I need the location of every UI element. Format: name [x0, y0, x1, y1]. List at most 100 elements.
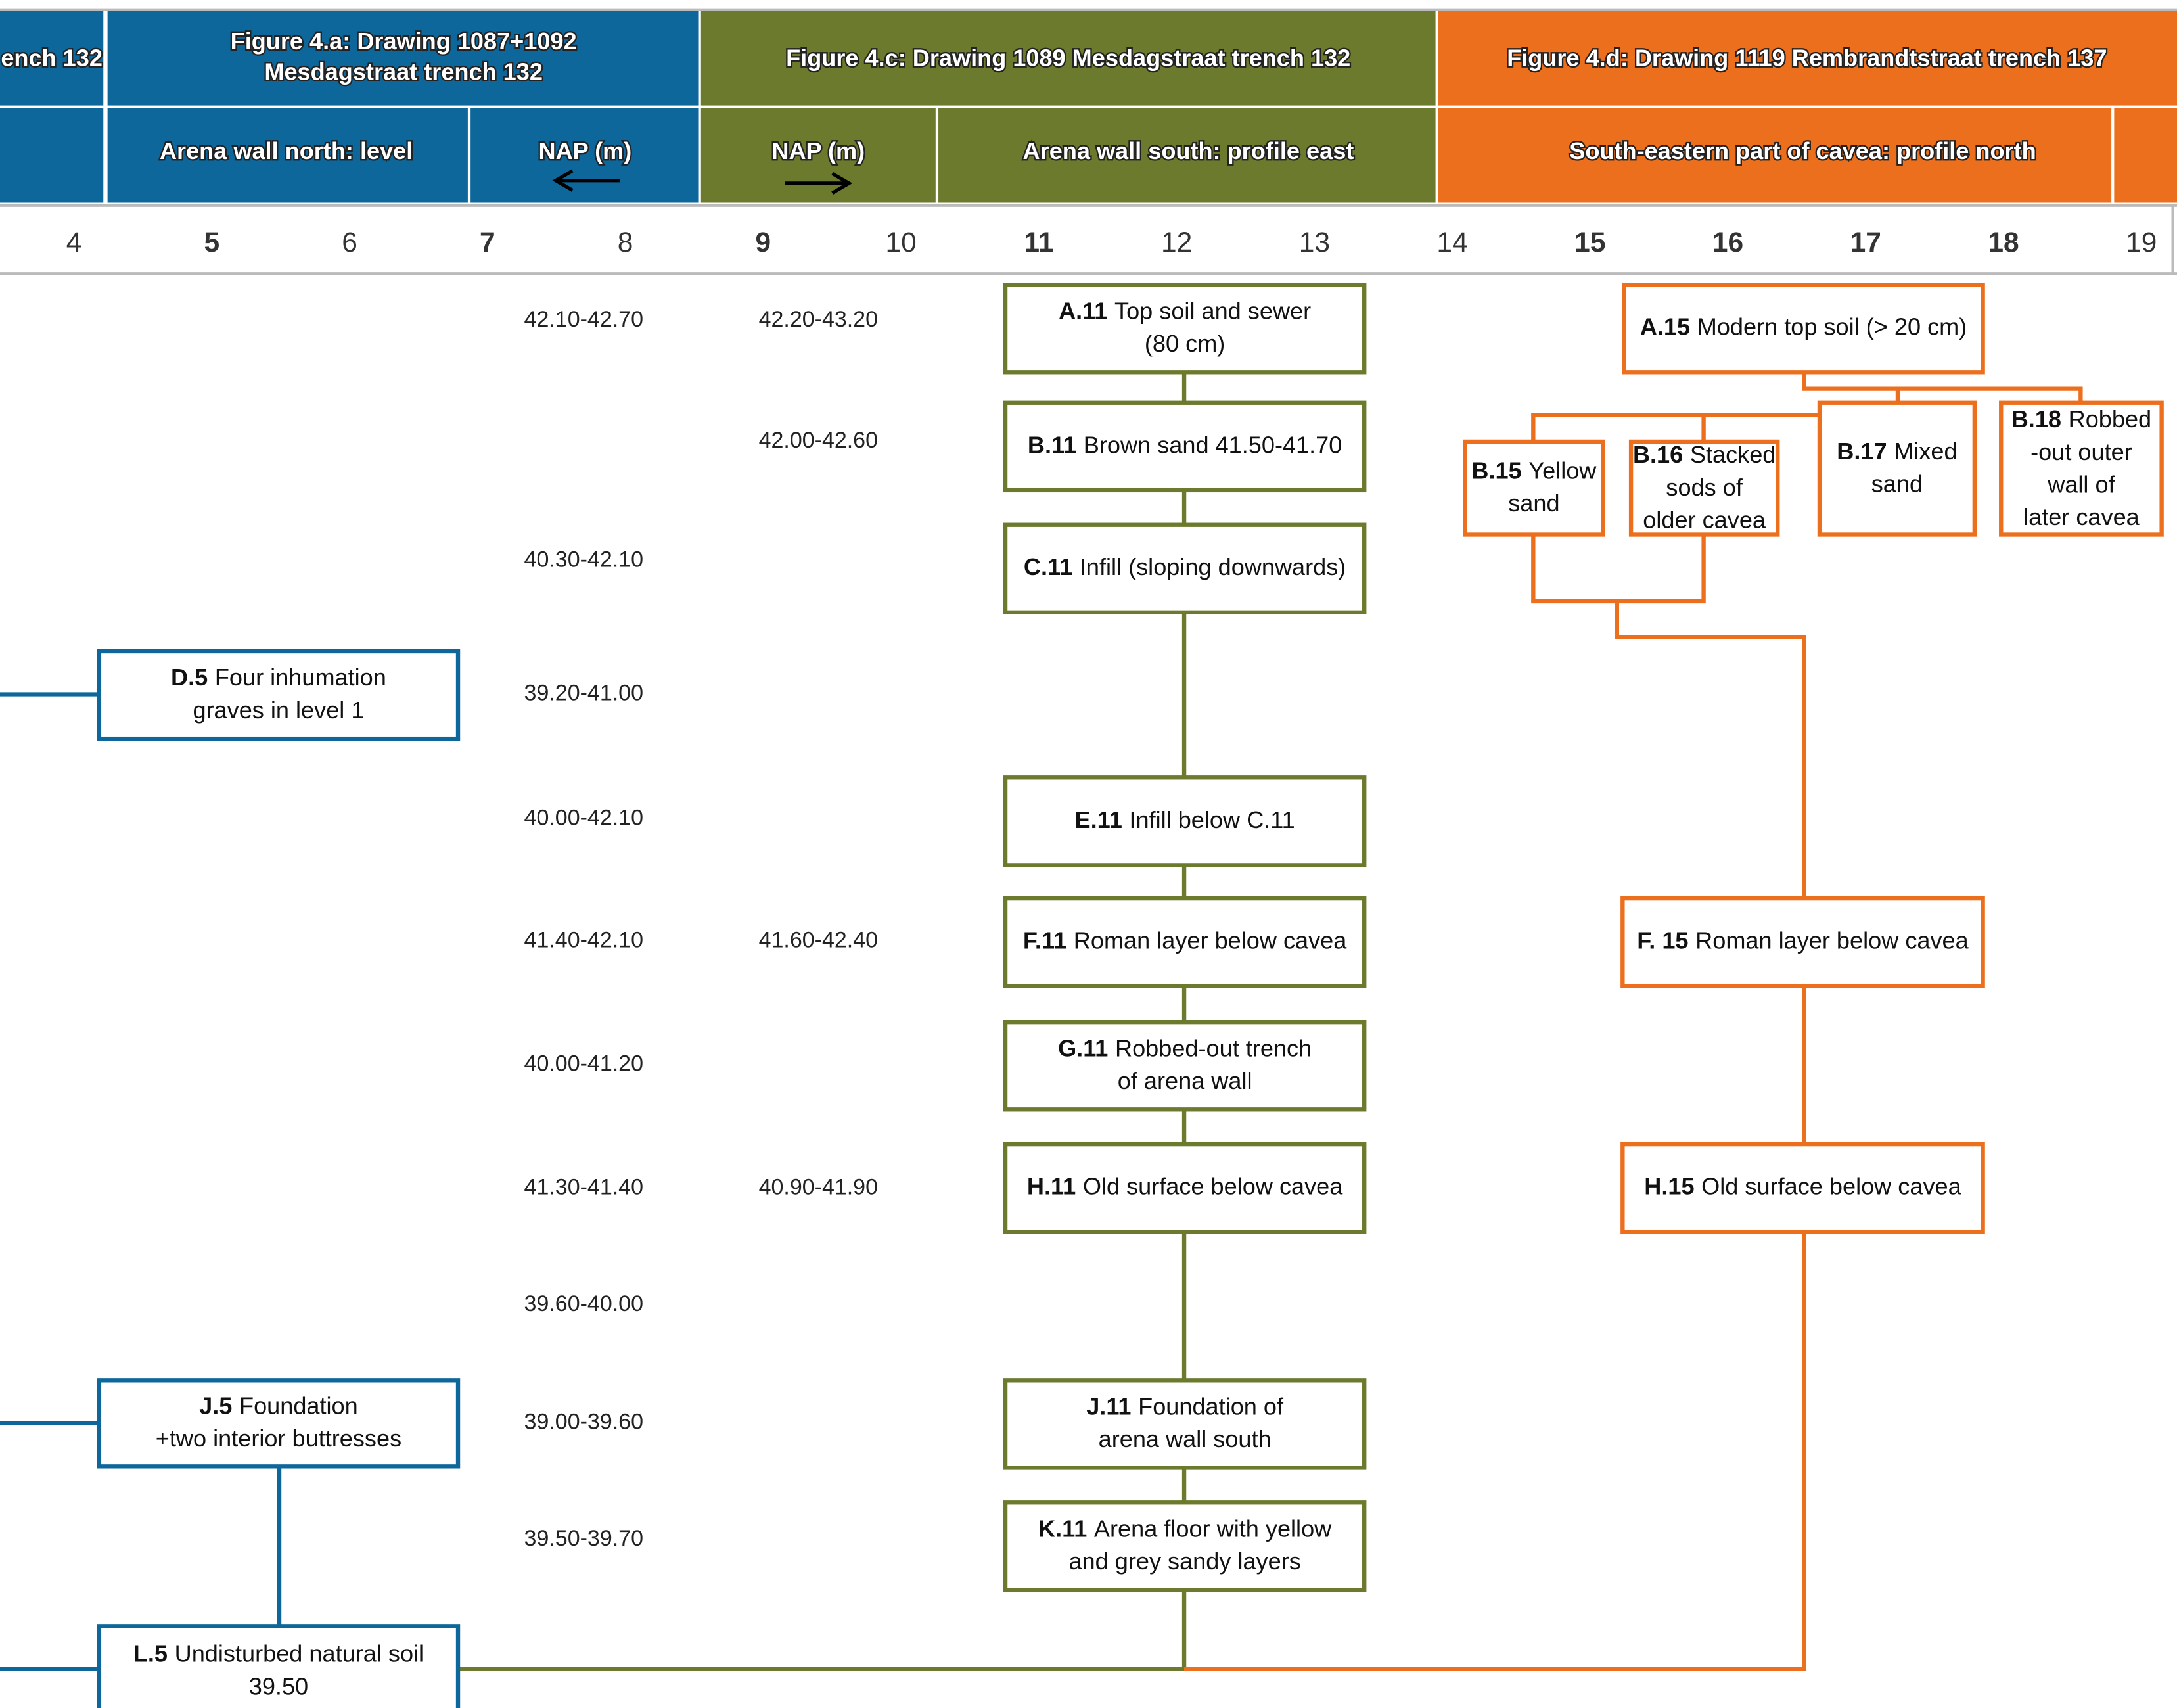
- node-box: [1003, 1142, 1367, 1234]
- node-label: (80 cm): [1145, 330, 1225, 357]
- node-box: [1003, 1020, 1367, 1112]
- node: B.11 Brown sand 41.50-41.70: [1003, 400, 1367, 493]
- column-number: 10: [885, 227, 916, 258]
- column-number: 17: [1850, 227, 1881, 258]
- node: L.5 Undisturbed natural soil 39.50: [97, 1624, 461, 1708]
- node-label: A.11 Top soil and sewer: [1059, 297, 1311, 324]
- column-number: 18: [1988, 227, 2019, 258]
- node-label: L.5 Undisturbed natural soil: [133, 1640, 424, 1667]
- nap-range: 41.30-41.40: [524, 1175, 643, 1200]
- node-box: [1003, 400, 1367, 493]
- node-label: graves in level 1: [193, 696, 364, 723]
- node-label: -out outer: [2030, 438, 2132, 465]
- node-label: H.11 Old surface below cavea: [1027, 1172, 1343, 1199]
- nap-range: 41.40-42.10: [524, 928, 643, 953]
- node: E.11 Infill below C.11: [1003, 775, 1367, 867]
- nap-range: 42.10-42.70: [524, 307, 643, 332]
- nap-range: 39.00-39.60: [524, 1410, 643, 1435]
- node: B.15 Yellow sand: [1463, 439, 1605, 537]
- node-label: of arena wall: [1118, 1067, 1252, 1094]
- node-label: F. 15 Roman layer below cavea: [1637, 927, 1969, 954]
- node-text: (80 cm): [1145, 330, 1225, 357]
- node-label: F.11 Roman layer below cavea: [1023, 927, 1347, 954]
- node-code: L.5: [133, 1640, 168, 1667]
- node-code: F.11: [1023, 927, 1066, 954]
- node: F. 15 Roman layer below cavea: [1620, 896, 1985, 988]
- node-text: Mixed: [1894, 437, 1957, 464]
- node-label: wall of: [2047, 471, 2115, 497]
- node-box: [97, 1624, 461, 1708]
- node-text: arena wall south: [1099, 1425, 1272, 1452]
- node-text: Roman layer below cavea: [1695, 927, 1969, 954]
- node-box: [1003, 896, 1367, 988]
- node-text: sand: [1508, 490, 1559, 517]
- header-title: Figure 4.a: Drawing 1087+1092: [231, 28, 577, 55]
- node-text: Old surface below cavea: [1701, 1172, 1961, 1199]
- node-text: Roman layer below cavea: [1074, 927, 1348, 954]
- node-label: later cavea: [2023, 503, 2140, 530]
- header-subtitle: Arena wall north: level: [160, 137, 413, 164]
- node-text: Four inhumation: [215, 664, 386, 691]
- node-label: older cavea: [1643, 506, 1766, 533]
- node: H.15 Old surface below cavea: [1620, 1142, 1985, 1234]
- node-code: H.11: [1027, 1172, 1076, 1199]
- node-label: J.11 Foundation of: [1086, 1393, 1284, 1419]
- node-code: B.18: [2011, 405, 2061, 432]
- texts: ench 132 Figure 4.a: Drawing 1087+1092 Mes…: [0, 26, 2164, 1708]
- node-label: A.15 Modern top soil (> 20 cm): [1640, 313, 1967, 340]
- header-bands: [0, 8, 2177, 275]
- node-label: B.11 Brown sand 41.50-41.70: [1028, 431, 1342, 458]
- header-title: Mesdagstraat trench 132: [264, 58, 543, 85]
- node-text: Foundation of: [1138, 1393, 1284, 1419]
- node-code: J.11: [1086, 1393, 1131, 1419]
- node-label: E.11 Infill below C.11: [1075, 806, 1295, 833]
- header-subtitle: Arena wall south: profile east: [1023, 137, 1354, 164]
- nap-range: 39.60-40.00: [524, 1291, 643, 1316]
- node-text: Foundation: [239, 1392, 358, 1419]
- column-number: 7: [480, 227, 495, 258]
- column-number: 6: [342, 227, 357, 258]
- column-number: 19: [2126, 227, 2157, 258]
- node: A.11 Top soil and sewer (80 cm): [1003, 282, 1367, 375]
- nap-range: 40.00-42.10: [524, 806, 643, 831]
- node-box: [1628, 439, 1780, 537]
- node: G.11 Robbed-out trench of arena wall: [1003, 1020, 1367, 1112]
- nap-range: 41.60-42.40: [759, 928, 878, 953]
- node-label: B.17 Mixed: [1837, 437, 1957, 464]
- node-box: [1620, 896, 1985, 988]
- column-number: 15: [1574, 227, 1605, 258]
- column-number: 5: [204, 227, 220, 258]
- column-number: 4: [66, 227, 82, 258]
- column-number: 8: [618, 227, 633, 258]
- header-subtitle: NAP (m): [538, 137, 631, 164]
- node-text: 39.50: [249, 1673, 308, 1699]
- node-box: [1620, 1142, 1985, 1234]
- node-code: E.11: [1075, 806, 1122, 833]
- node-text: sods of: [1666, 473, 1743, 500]
- node-label: C.11 Infill (sloping downwards): [1024, 553, 1346, 580]
- node-text: Robbed-out trench: [1115, 1034, 1312, 1061]
- node: B.16 Stacked sods of older cavea: [1628, 439, 1780, 537]
- node-text: Yellow: [1528, 457, 1597, 484]
- node-label: arena wall south: [1099, 1425, 1272, 1452]
- node-text: and grey sandy layers: [1068, 1548, 1300, 1575]
- node-box: [1622, 282, 1985, 375]
- node-text: Modern top soil (> 20 cm): [1697, 313, 1967, 340]
- node-text: wall of: [2047, 471, 2115, 497]
- node: H.11 Old surface below cavea: [1003, 1142, 1367, 1234]
- node-text: Robbed: [2069, 405, 2152, 432]
- node: B.17 Mixed sand: [1817, 400, 1977, 537]
- node-text: Arena floor with yellow: [1094, 1515, 1332, 1542]
- node-text: Undisturbed natural soil: [175, 1640, 424, 1667]
- node-label: K.11 Arena floor with yellow: [1038, 1515, 1332, 1542]
- header-subtitle: South-eastern part of cavea: profile nor…: [1569, 137, 2036, 164]
- nap-range: 39.50-39.70: [524, 1526, 643, 1551]
- node-text: later cavea: [2023, 503, 2140, 530]
- node-code: K.11: [1038, 1515, 1087, 1542]
- node-code: B.16: [1633, 441, 1683, 468]
- node-text: -out outer: [2030, 438, 2132, 465]
- node-code: A.15: [1640, 313, 1690, 340]
- node-label: J.5 Foundation: [199, 1392, 358, 1419]
- node-label: B.18 Robbed: [2011, 405, 2151, 432]
